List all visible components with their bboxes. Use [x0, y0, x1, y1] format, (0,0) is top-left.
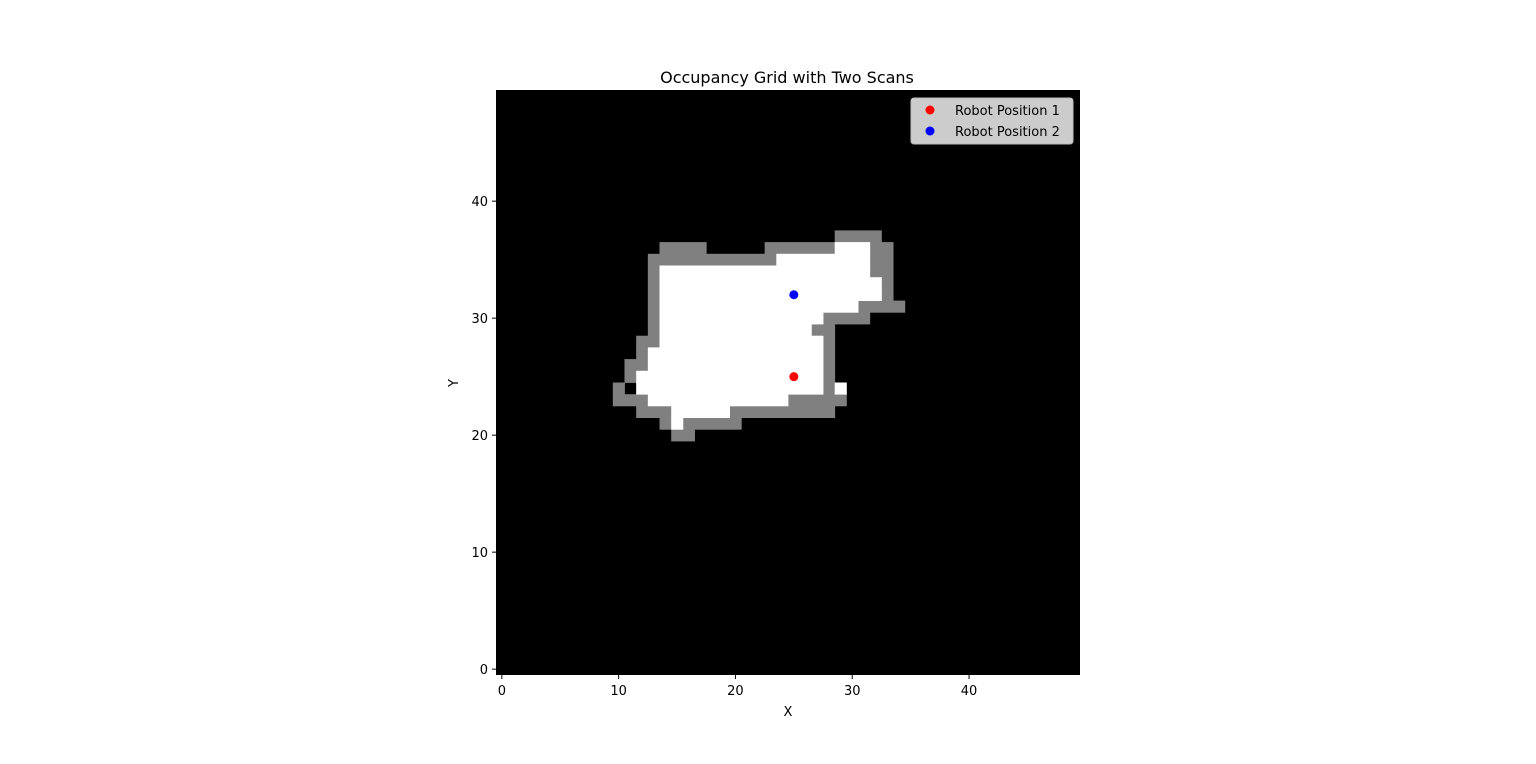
legend: Robot Position 1 Robot Position 2 — [910, 97, 1074, 145]
occupied-cell — [671, 429, 695, 442]
free-cell — [776, 253, 871, 266]
chart-title: Occupancy Grid with Two Scans — [660, 68, 914, 87]
free-cell — [659, 288, 882, 301]
y-tick-label: 0 — [480, 663, 488, 678]
free-cell — [659, 277, 882, 290]
x-axis-label: X — [784, 705, 793, 720]
occupied-cell — [647, 300, 660, 313]
free-cell — [671, 417, 684, 430]
occupied-cell — [881, 277, 894, 290]
occupied-cell — [811, 324, 836, 337]
occupied-cell — [823, 359, 836, 372]
legend-box — [910, 97, 1074, 145]
free-cell — [659, 312, 824, 325]
occupied-cell — [647, 265, 660, 278]
occupied-cell — [869, 242, 894, 255]
occupied-cell — [729, 405, 836, 418]
occupied-cell — [636, 335, 660, 348]
y-axis-label: Y — [447, 379, 462, 388]
occupied-cell — [612, 394, 649, 407]
axes: 0 10 20 30 40 0 10 20 30 40 — [471, 195, 977, 699]
occupied-cell — [823, 312, 871, 325]
occupied-cell — [647, 324, 660, 337]
occupied-cell — [869, 265, 894, 278]
x-tick-label: 10 — [610, 684, 627, 699]
free-cell — [647, 359, 824, 372]
free-cell — [659, 300, 859, 313]
occupied-cell — [858, 300, 906, 313]
robot-positions — [789, 290, 799, 382]
y-tick-label: 40 — [471, 195, 488, 210]
grid-cells — [612, 230, 906, 442]
x-tick-label: 20 — [727, 684, 744, 699]
occupied-cell — [624, 370, 637, 383]
free-cell — [659, 335, 824, 348]
robot-position-1-marker — [789, 372, 799, 382]
free-cell — [647, 347, 824, 360]
y-tick-label: 10 — [471, 546, 488, 561]
free-cell — [647, 394, 789, 407]
occupied-cell — [636, 347, 649, 360]
occupied-cell — [647, 312, 660, 325]
occupied-cell — [636, 405, 672, 418]
occupied-cell — [647, 277, 660, 290]
free-cell — [659, 324, 812, 337]
occupied-cell — [834, 230, 882, 243]
occupied-cell — [659, 242, 707, 255]
occupied-cell — [647, 288, 660, 301]
free-cell — [659, 265, 871, 278]
free-cell — [671, 405, 730, 418]
occupied-cell — [823, 347, 836, 360]
occupied-cell — [612, 382, 625, 395]
occupied-cell — [881, 288, 894, 301]
occupied-cell — [647, 253, 777, 266]
legend-marker-robot-1 — [925, 105, 935, 115]
x-tick-label: 30 — [844, 684, 861, 699]
legend-label-robot-2: Robot Position 2 — [955, 125, 1060, 140]
x-tick-label: 0 — [498, 684, 506, 699]
occupied-cell — [823, 382, 836, 395]
free-cell — [636, 382, 824, 395]
occupied-cell — [764, 242, 836, 255]
legend-marker-robot-2 — [925, 126, 935, 136]
plot-area — [496, 90, 1080, 675]
legend-label-robot-1: Robot Position 1 — [955, 104, 1060, 119]
y-tick-label: 20 — [471, 429, 488, 444]
occupied-cell — [823, 370, 836, 383]
free-cell — [834, 242, 871, 255]
robot-position-2-marker — [789, 290, 799, 300]
occupied-cell — [788, 394, 847, 407]
occupied-cell — [869, 253, 894, 266]
free-cell — [834, 382, 847, 395]
occupied-cell — [624, 359, 649, 372]
free-cell — [636, 370, 824, 383]
occupied-cell — [823, 335, 836, 348]
x-tick-label: 40 — [961, 684, 978, 699]
y-tick-label: 30 — [471, 312, 488, 327]
